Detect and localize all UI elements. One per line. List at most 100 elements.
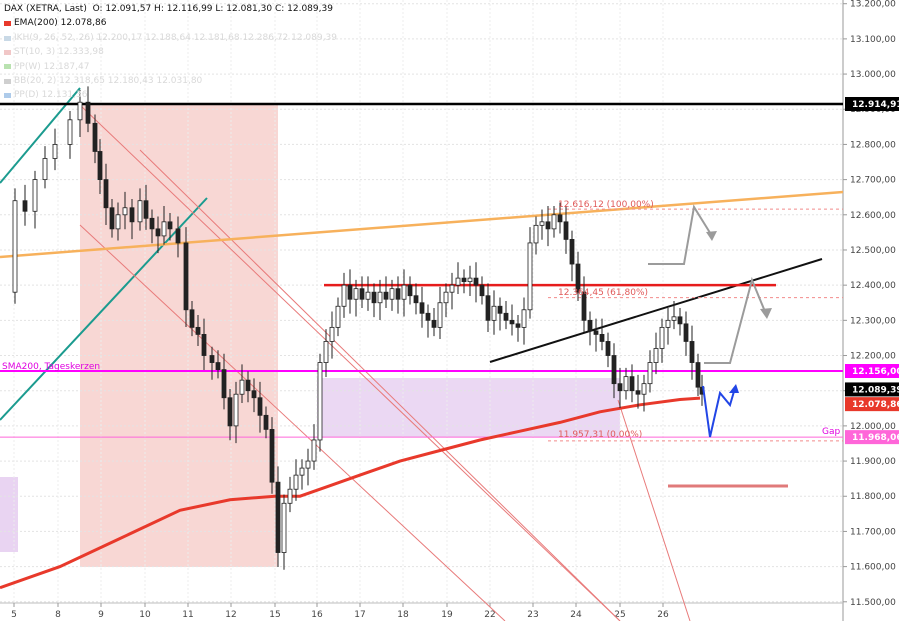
- y-tick-label: 13.000,00: [850, 70, 896, 80]
- candle-body: [32, 179, 38, 212]
- candle-body: [347, 284, 353, 300]
- candle-body: [425, 312, 431, 321]
- candle-body: [115, 214, 121, 230]
- y-tick-label: 12.800,00: [850, 140, 896, 150]
- candle-body: [287, 488, 293, 504]
- bb-swatch-icon: [4, 78, 11, 84]
- candle-body: [323, 341, 329, 363]
- candle-body: [12, 200, 18, 293]
- x-tick-label: 16: [311, 610, 323, 620]
- candle-body: [623, 376, 629, 392]
- candle-body: [149, 217, 155, 230]
- candle-body: [671, 316, 677, 321]
- legend-ppd: PP(D) 12.131,36: [4, 88, 337, 102]
- candle-body: [167, 221, 173, 230]
- gap-label: Gap: [822, 427, 840, 437]
- ikh-swatch-icon: [4, 35, 11, 41]
- candle-body: [503, 312, 509, 321]
- candle-body: [629, 376, 635, 392]
- candle-body: [293, 474, 299, 490]
- legend-st: ST(10, 3) 12.333,98: [4, 45, 337, 59]
- candle-body: [257, 397, 263, 416]
- blue-arrow-head-icon: [729, 384, 739, 393]
- candle-body: [611, 355, 617, 385]
- y-tick-label: 11.900,00: [850, 457, 896, 467]
- legend-pp-text: PP(W) 12.187,47: [14, 61, 90, 72]
- grey-arrow-lower: [704, 276, 767, 364]
- candle-body: [329, 326, 335, 342]
- candle-body: [689, 341, 695, 363]
- legend-st-text: ST(10, 3) 12.333,98: [14, 47, 104, 58]
- candle-body: [521, 309, 527, 328]
- candle-body: [383, 291, 389, 300]
- candle-body: [479, 284, 485, 297]
- y-tick-label: 12.200,00: [850, 352, 896, 362]
- candle-body: [227, 397, 233, 427]
- legend-bb: BB(20, 2) 12.318,65 12.180,43 12.031,80: [4, 74, 337, 88]
- candle-body: [365, 291, 371, 300]
- candle-body: [305, 460, 311, 469]
- candle-body: [581, 291, 587, 321]
- candle-body: [377, 291, 383, 304]
- x-tick-label: 17: [354, 610, 365, 620]
- grey-arrow-upper-head-icon: [706, 231, 717, 241]
- black-trendline: [489, 258, 823, 363]
- candle-body: [143, 200, 149, 219]
- price-label-box: [845, 97, 899, 111]
- candle-body: [695, 362, 701, 388]
- candle-body: [533, 224, 539, 244]
- candle-body: [183, 242, 189, 311]
- y-tick-label: 13.200,00: [850, 0, 896, 10]
- y-tick-label: 12.000,00: [850, 422, 896, 432]
- candle-body: [221, 369, 227, 399]
- legend-ohlc: O: 12.091,57 H: 12.116,99 L: 12.081,30 C…: [92, 4, 333, 14]
- candle-body: [419, 302, 425, 314]
- legend-ppd-text: PP(D) 12.131,36: [14, 90, 88, 101]
- candle-body: [233, 393, 239, 427]
- candle-body: [371, 291, 377, 304]
- candle-body: [677, 316, 683, 325]
- y-tick-label: 13.100,00: [850, 35, 896, 45]
- candle-body: [527, 242, 533, 311]
- fib618-label: 12.364,45 (61,80%): [558, 288, 648, 298]
- candle-body: [239, 379, 245, 395]
- x-tick-label: 5: [11, 610, 17, 620]
- candle-body: [77, 101, 83, 121]
- price-label-text: 11.968,06: [852, 433, 899, 443]
- candle-body: [647, 362, 653, 385]
- candle-body: [569, 239, 575, 265]
- candle-body: [407, 284, 413, 297]
- y-tick-label: 11.600,00: [850, 563, 896, 573]
- candle-body: [683, 323, 689, 342]
- candle-body: [599, 334, 605, 342]
- legend-ikh-text: IKH(9, 26, 52, 26) 12.200,17 12.188,64 1…: [14, 32, 337, 43]
- candle-body: [122, 207, 128, 216]
- candle-body: [67, 119, 73, 145]
- legend-bb-text: BB(20, 2) 12.318,65 12.180,43 12.031,80: [14, 76, 203, 87]
- lavender-zone: [317, 378, 620, 437]
- candle-body: [317, 362, 323, 441]
- candle-body: [557, 214, 563, 223]
- candle-body: [653, 348, 659, 363]
- candle-body: [353, 288, 359, 300]
- x-tick-label: 12: [225, 610, 236, 620]
- candle-body: [413, 295, 419, 304]
- price-label-box: [845, 397, 899, 412]
- ppd-swatch-icon: [4, 93, 11, 99]
- candle-body: [545, 221, 551, 230]
- candle-body: [359, 288, 365, 300]
- pp-swatch-icon: [4, 64, 11, 70]
- candle-body: [129, 207, 135, 223]
- teal-channel-lower: [0, 197, 208, 421]
- ema200-line: [0, 396, 701, 590]
- down-channel-lower: [139, 149, 621, 621]
- candle-body: [437, 302, 443, 328]
- st-swatch-icon: [4, 49, 11, 55]
- lavender-zone-left: [0, 477, 18, 552]
- candle-body: [215, 362, 221, 370]
- grey-arrow-upper: [648, 204, 713, 265]
- candle-body: [461, 277, 467, 283]
- x-tick-label: 22: [484, 610, 495, 620]
- candle-body: [587, 319, 593, 332]
